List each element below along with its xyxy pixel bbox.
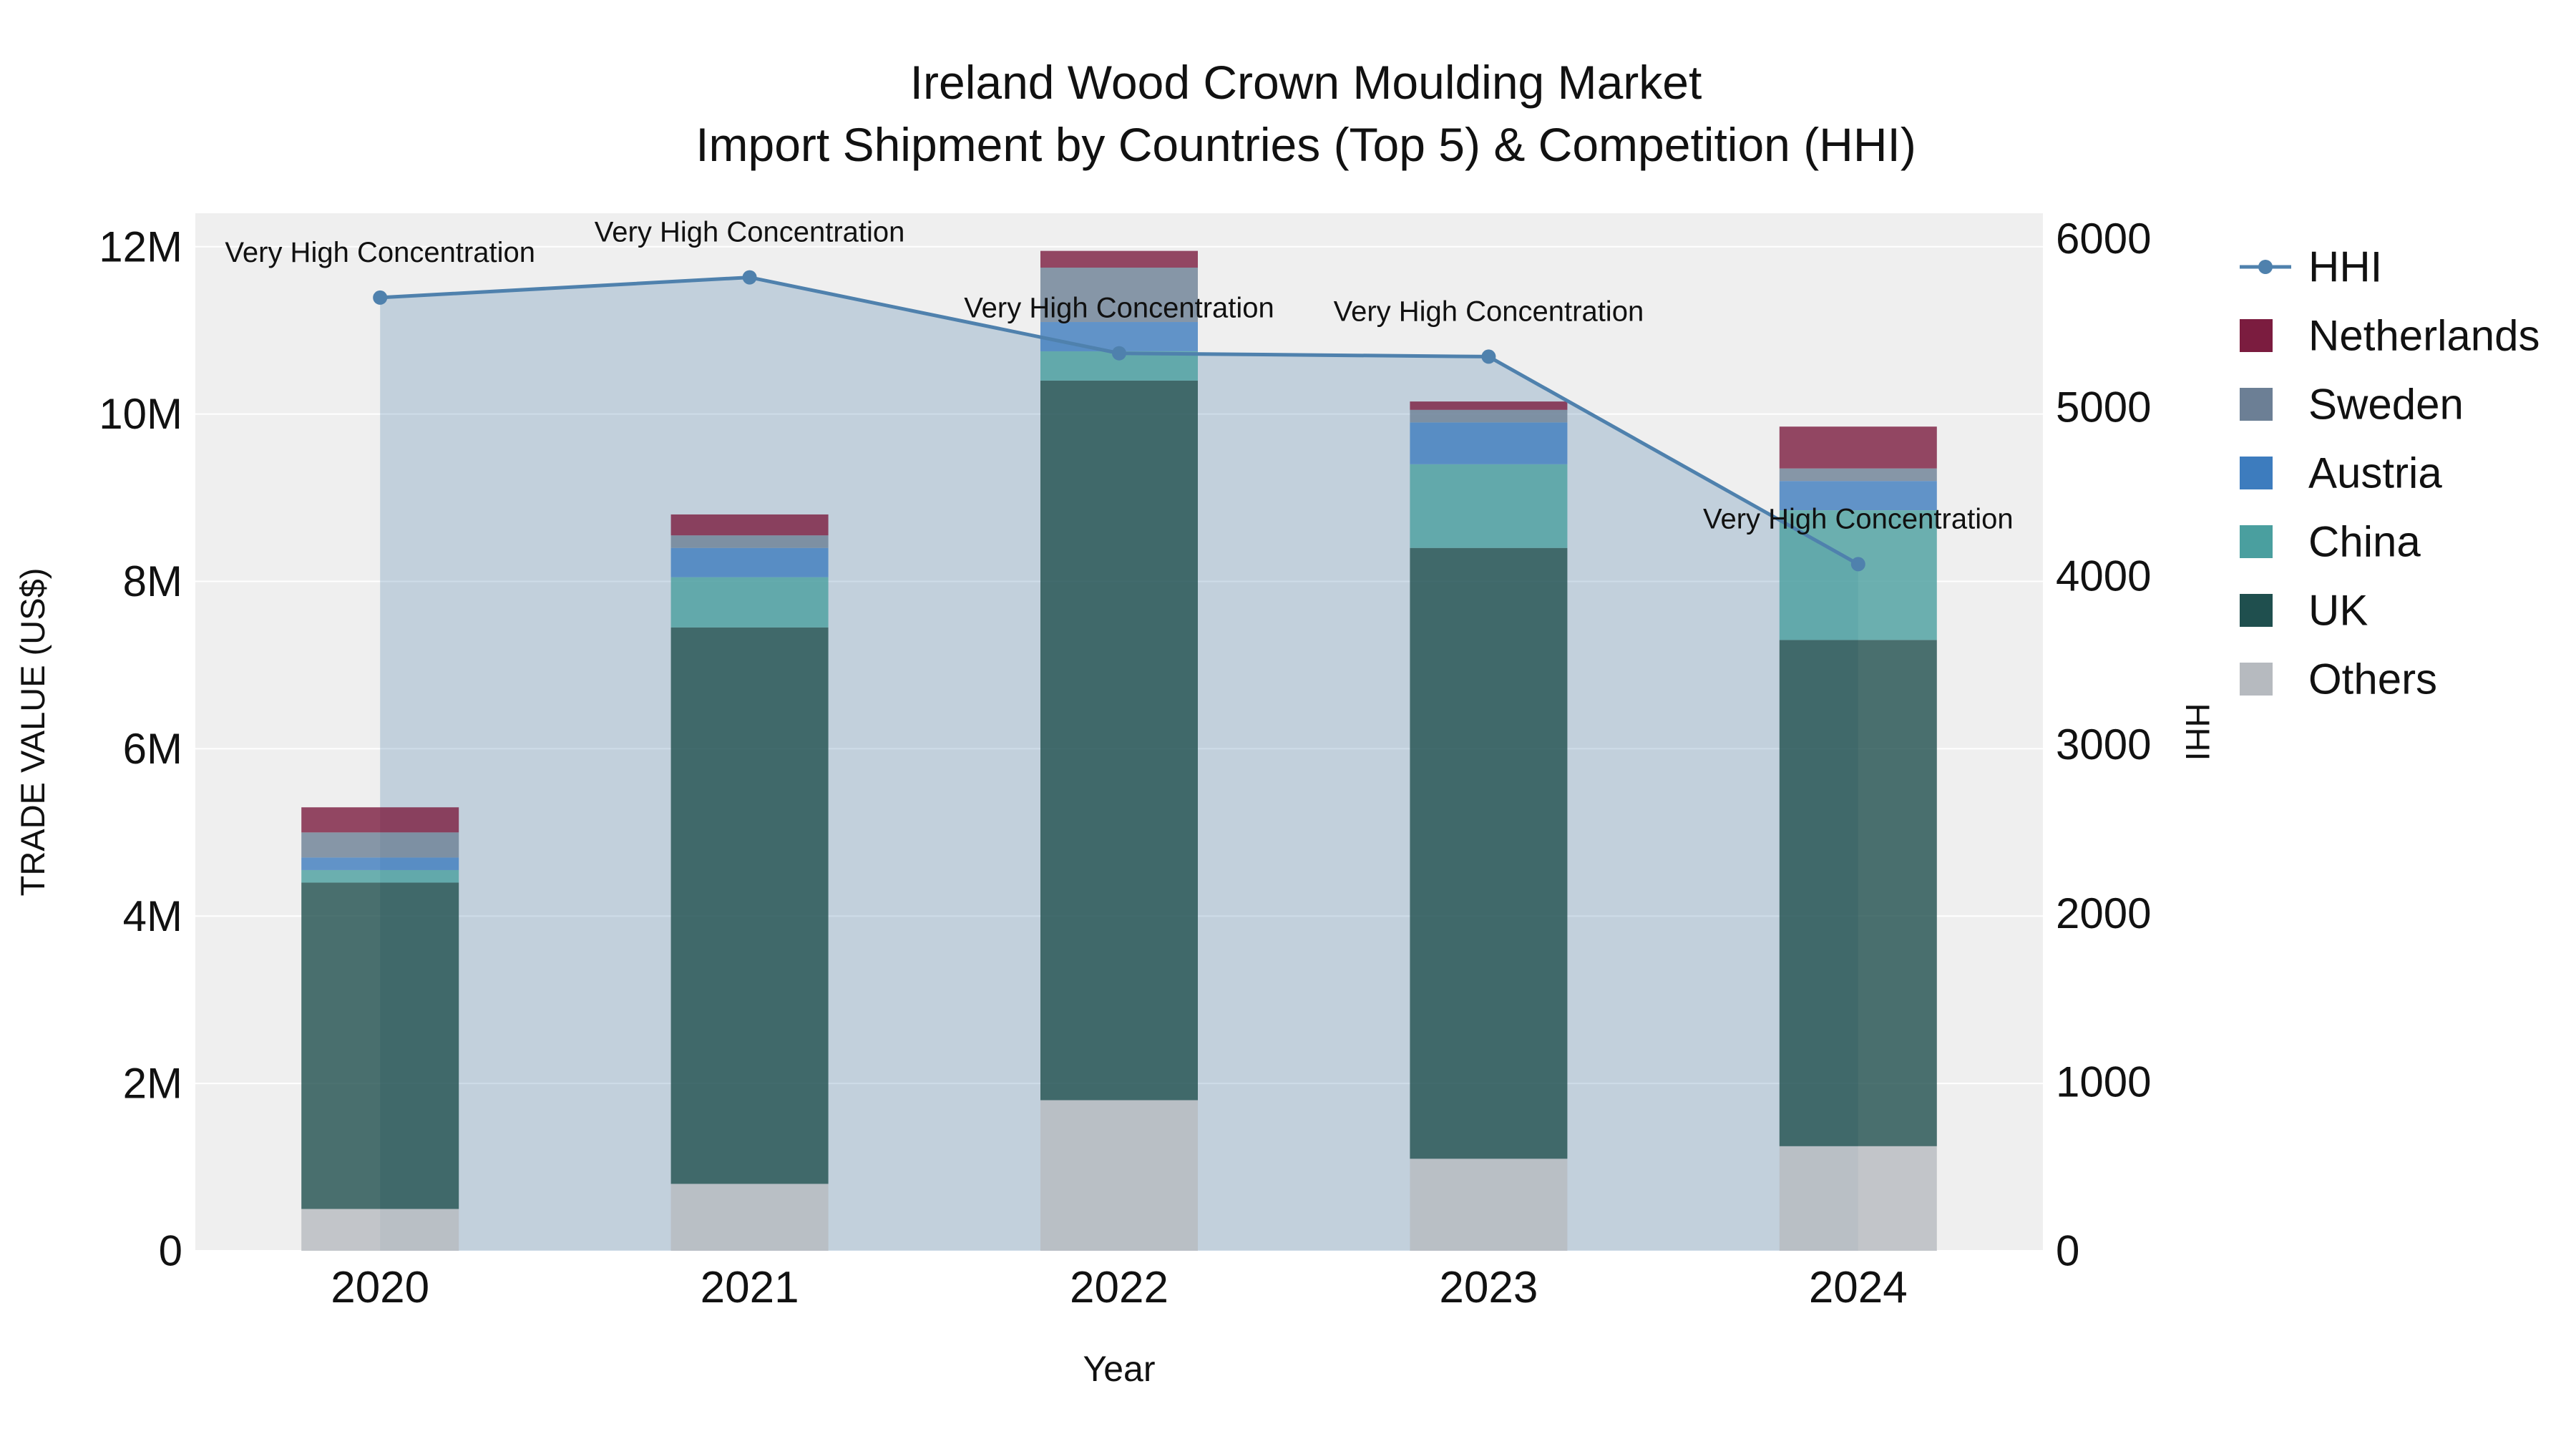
legend-item-others[interactable]: Others [2240, 655, 2437, 703]
bar-2020-netherlands[interactable] [301, 807, 459, 833]
x-tick-2023: 2023 [1439, 1263, 1538, 1312]
chart-title: Ireland Wood Crown Moulding Market Impor… [429, 52, 2182, 176]
bar-2020-others[interactable] [301, 1209, 459, 1251]
bar-2020-uk[interactable] [301, 882, 459, 1209]
x-tick-2020: 2020 [331, 1263, 429, 1312]
y-left-tick-4M: 4M [123, 892, 182, 940]
bar-2024-netherlands[interactable] [1779, 426, 1937, 469]
bar-2020-china[interactable] [301, 869, 459, 883]
bar-2023-netherlands[interactable] [1410, 401, 1568, 410]
bar-2021-china[interactable] [670, 577, 829, 628]
hhi-marker-2023[interactable] [1481, 349, 1496, 364]
legend-swatch [2240, 525, 2273, 558]
bar-2021-uk[interactable] [670, 627, 829, 1184]
annotation-2023: Very High Concentration [1334, 296, 1644, 327]
y-axis-title-left: TRADE VALUE (US$) [14, 568, 52, 897]
bar-2024-uk[interactable] [1779, 640, 1937, 1146]
legend-swatch [2240, 319, 2273, 352]
annotation-2024: Very High Concentration [1703, 503, 2014, 535]
y-left-tick-8M: 8M [123, 557, 182, 605]
x-tick-2022: 2022 [1070, 1263, 1169, 1312]
legend-label: Sweden [2308, 381, 2464, 429]
y-right-tick-4000: 4000 [2056, 552, 2151, 600]
hhi-marker-2022[interactable] [1112, 346, 1126, 361]
legend-item-china[interactable]: China [2240, 518, 2421, 566]
hhi-marker-2024[interactable] [1850, 557, 1865, 572]
bar-2023-austria[interactable] [1410, 422, 1568, 464]
legend-item-netherlands[interactable]: Netherlands [2240, 312, 2540, 360]
hhi-marker-2020[interactable] [373, 290, 388, 305]
legend-label: HHI [2308, 243, 2382, 291]
annotation-2021: Very High Concentration [595, 217, 905, 248]
legend-label: UK [2308, 587, 2368, 635]
y-right-tick-3000: 3000 [2056, 721, 2151, 769]
y-left-tick-12M: 12M [99, 223, 182, 270]
legend-swatch [2240, 388, 2273, 421]
y-left-tick-0: 0 [159, 1227, 182, 1275]
x-tick-2021: 2021 [701, 1263, 799, 1312]
legend-label: Austria [2308, 449, 2442, 497]
y-left-tick-10M: 10M [99, 390, 182, 438]
annotation-2022: Very High Concentration [964, 293, 1274, 324]
y-right-tick-5000: 5000 [2056, 384, 2151, 431]
bar-2022-sweden[interactable] [1040, 268, 1198, 323]
legend-item-uk[interactable]: UK [2240, 587, 2368, 635]
bar-2024-sweden[interactable] [1779, 468, 1937, 482]
bar-2023-china[interactable] [1410, 464, 1568, 548]
bar-2023-uk[interactable] [1410, 547, 1568, 1159]
bar-2020-austria[interactable] [301, 857, 459, 870]
legend-line-dot [2258, 260, 2273, 274]
legend-label: China [2308, 518, 2421, 566]
bar-2023-others[interactable] [1410, 1158, 1568, 1251]
y-right-tick-2000: 2000 [2056, 889, 2151, 937]
bar-2024-austria[interactable] [1779, 481, 1937, 511]
y-right-tick-0: 0 [2056, 1227, 2079, 1275]
x-axis-title: Year [1083, 1349, 1155, 1389]
hhi-marker-2021[interactable] [742, 270, 757, 285]
legend-swatch [2240, 457, 2273, 489]
chart-title-line1: Ireland Wood Crown Moulding Market [909, 56, 1702, 109]
legend-label: Netherlands [2308, 312, 2540, 360]
y-left-tick-2M: 2M [123, 1060, 182, 1108]
legend-label: Others [2308, 655, 2437, 703]
bar-2021-sweden[interactable] [670, 535, 829, 548]
y-right-tick-1000: 1000 [2056, 1058, 2151, 1106]
bar-2020-sweden[interactable] [301, 832, 459, 858]
bar-2022-netherlands[interactable] [1040, 250, 1198, 268]
bar-2021-netherlands[interactable] [670, 514, 829, 536]
y-left-tick-6M: 6M [123, 725, 182, 773]
bar-2022-uk[interactable] [1040, 380, 1198, 1101]
legend-item-sweden[interactable]: Sweden [2240, 381, 2464, 429]
bar-2021-austria[interactable] [670, 547, 829, 577]
chart-title-line2: Import Shipment by Countries (Top 5) & C… [696, 118, 1916, 172]
legend-item-hhi[interactable]: HHI [2240, 243, 2382, 291]
bar-2024-others[interactable] [1779, 1146, 1937, 1251]
bar-2023-sweden[interactable] [1410, 409, 1568, 423]
legend-swatch [2240, 663, 2273, 696]
legend-swatch [2240, 594, 2273, 627]
bar-2024-china[interactable] [1779, 510, 1937, 640]
x-tick-2024: 2024 [1809, 1263, 1908, 1312]
bar-2021-others[interactable] [670, 1184, 829, 1251]
legend-item-austria[interactable]: Austria [2240, 449, 2442, 497]
y-axis-title-right: HHI [2179, 703, 2217, 761]
annotation-2020: Very High Concentration [225, 237, 535, 268]
y-right-tick-6000: 6000 [2056, 215, 2151, 263]
bar-2022-others[interactable] [1040, 1100, 1198, 1251]
